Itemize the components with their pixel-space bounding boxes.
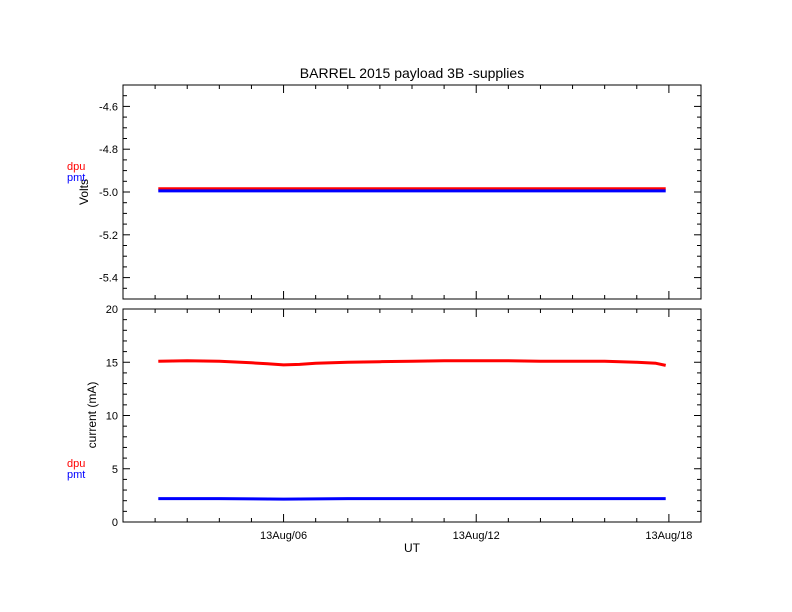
current-y-tick-label: 15 [106,357,118,369]
chart-title: BARREL 2015 payload 3B -supplies [300,65,524,81]
current-series [158,359,667,501]
current-y-tick-label: 5 [112,464,118,476]
current-y-tick-label: 0 [112,517,118,529]
current-series-pmt [158,497,666,501]
current-x-ticks: 13Aug/06 13Aug/12 13Aug/18 [122,309,702,542]
current-legend-pmt: pmt [67,469,85,481]
voltage-x-ticks [122,85,702,299]
current-legend-dpu: dpu [67,458,85,470]
x-tick-label: 13Aug/18 [645,530,692,542]
voltage-legend-dpu: dpu [67,161,85,173]
voltage-series [158,187,666,193]
current-y-ticks: 0 5 10 15 20 [106,304,701,529]
voltage-y-axis-label: Volts [77,179,91,205]
voltage-y-tick-label: -5.0 [99,187,118,199]
voltage-y-tick-label: -5.4 [99,273,118,285]
x-tick-label: 13Aug/12 [453,530,500,542]
current-y-tick-label: 10 [106,411,118,423]
current-plot-frame [122,308,702,523]
current-y-axis-label: current (mA) [85,382,99,449]
voltage-y-tick-label: -4.8 [99,144,118,156]
current-y-tick-label: 20 [106,304,118,316]
current-series-dpu [158,359,667,367]
voltage-y-tick-label: -5.2 [99,230,118,242]
current-panel: 0 5 10 15 20 13Aug/06 13Aug/12 13Aug/18 curren… [67,304,702,542]
voltage-y-ticks: -5.4 -5.2 -5.0 -4.8 -4.6 [99,84,701,300]
x-axis-label: UT [404,541,421,555]
voltage-panel: -5.4 -5.2 -5.0 -4.8 -4.6 Volts dpu pmt [67,84,702,300]
voltage-legend-pmt: pmt [67,172,85,184]
x-tick-label: 13Aug/06 [260,530,307,542]
voltage-y-tick-label: -4.6 [99,101,118,113]
